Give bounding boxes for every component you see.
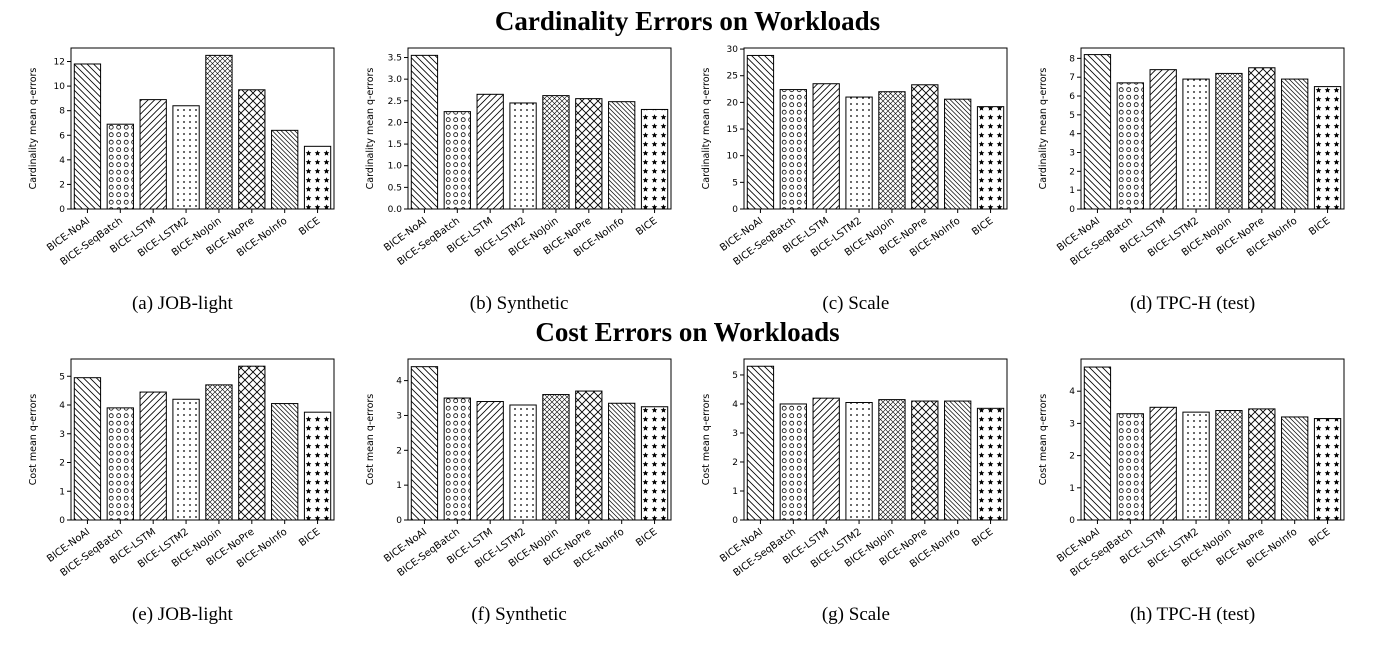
svg-text:6: 6: [59, 131, 65, 141]
svg-text:10: 10: [53, 82, 65, 92]
chart-caption-c: (c) Scale: [822, 293, 890, 314]
svg-text:BICE: BICE: [1307, 527, 1332, 549]
svg-text:0.0: 0.0: [387, 205, 402, 215]
svg-text:7: 7: [1069, 73, 1075, 83]
svg-text:30: 30: [727, 45, 739, 55]
svg-text:BICE: BICE: [634, 527, 659, 549]
svg-text:Cost mean q-errors: Cost mean q-errors: [365, 394, 376, 486]
svg-text:0: 0: [733, 516, 739, 526]
svg-text:Cardinality mean q-errors: Cardinality mean q-errors: [1038, 68, 1049, 190]
svg-text:BICE: BICE: [1307, 216, 1332, 238]
svg-text:2: 2: [396, 446, 402, 456]
svg-text:5: 5: [733, 178, 739, 188]
cost-charts-row: 0 1 2 3 4 5 Cost mean q-errors BICE-NoAI BICE-Se…: [0, 352, 1375, 626]
chart-g-scale: 0 1 2 3 4 5 Cost mean q-errors BICE-NoAI BICE-Se…: [698, 352, 1013, 626]
svg-text:BICE: BICE: [297, 527, 322, 549]
chart-caption-e: (e) JOB-light: [131, 604, 233, 625]
svg-text:3: 3: [1069, 149, 1075, 159]
chart-b-synthetic: 0.0 0.5 1.0 1.5 2.0 2.5 3.0 3.5 Cardinality mean…: [362, 41, 677, 315]
svg-text:1.0: 1.0: [387, 162, 402, 172]
svg-text:Cost mean q-errors: Cost mean q-errors: [1038, 394, 1049, 486]
svg-text:2: 2: [733, 458, 739, 468]
svg-text:0: 0: [1069, 516, 1075, 526]
svg-text:10: 10: [727, 152, 739, 162]
chart-f-synthetic: 0 1 2 3 4 Cost mean q-errors BICE-NoAI BICE-Seq…: [362, 352, 677, 626]
svg-text:2.0: 2.0: [387, 118, 402, 128]
svg-text:2.5: 2.5: [387, 97, 401, 107]
chart-c-scale: 0 5 10 15 20 25 30 Cardinality mean q-errors BIC…: [698, 41, 1013, 315]
bar-chart-cardinality-synthetic: 0.0 0.5 1.0 1.5 2.0 2.5 3.0 3.5 Cardinality mean…: [365, 47, 672, 268]
svg-text:BICE: BICE: [634, 216, 659, 238]
svg-text:0: 0: [59, 516, 65, 526]
chart-h-tpch: 0 1 2 3 4 Cost mean q-errors BICE-NoAI BICE-Seq…: [1035, 352, 1350, 626]
svg-text:4: 4: [396, 377, 402, 387]
svg-text:2: 2: [1069, 167, 1075, 177]
chart-e-job-light: 0 1 2 3 4 5 Cost mean q-errors BICE-NoAI BICE-Se…: [25, 352, 340, 626]
svg-text:8: 8: [59, 107, 65, 117]
chart-caption-f: (f) Synthetic: [471, 604, 567, 625]
chart-caption-h: (h) TPC-H (test): [1130, 604, 1256, 625]
svg-text:4: 4: [1069, 130, 1075, 140]
svg-text:4: 4: [1069, 387, 1075, 397]
svg-text:1: 1: [1069, 484, 1075, 494]
bar-chart-cardinality-scale: 0 5 10 15 20 25 30 Cardinality mean q-errors BIC…: [701, 45, 1008, 268]
svg-text:0: 0: [59, 205, 65, 215]
chart-caption-g: (g) Scale: [821, 604, 890, 625]
svg-text:3: 3: [59, 430, 65, 440]
chart-caption-d: (d) TPC-H (test): [1130, 293, 1256, 314]
svg-text:Cardinality mean q-errors: Cardinality mean q-errors: [28, 68, 39, 190]
section-title-cardinality: Cardinality Errors on Workloads: [494, 6, 881, 36]
cardinality-charts-row: 0 2 4 6 8 10 12 Cardinality mean q-errors BICE-N…: [0, 41, 1375, 315]
svg-text:4: 4: [59, 156, 65, 166]
svg-text:Cost mean q-errors: Cost mean q-errors: [28, 394, 39, 486]
svg-text:Cardinality mean q-errors: Cardinality mean q-errors: [365, 68, 376, 190]
chart-d-tpch: 0 1 2 3 4 5 6 7 8 Cardinality mean q-errors BICE-N…: [1035, 41, 1350, 315]
svg-text:5: 5: [1069, 111, 1075, 121]
svg-text:4: 4: [733, 400, 739, 410]
svg-text:3: 3: [733, 429, 739, 439]
svg-text:1: 1: [396, 481, 402, 491]
svg-text:1: 1: [59, 487, 65, 497]
svg-text:2: 2: [1069, 452, 1075, 462]
svg-text:4: 4: [59, 401, 65, 411]
svg-text:0: 0: [1069, 205, 1075, 215]
svg-text:3.5: 3.5: [387, 54, 401, 64]
svg-text:BICE: BICE: [971, 527, 996, 549]
chart-a-job-light: 0 2 4 6 8 10 12 Cardinality mean q-errors BICE-N…: [25, 41, 340, 315]
svg-text:0: 0: [396, 516, 402, 526]
svg-text:2: 2: [59, 459, 65, 469]
svg-text:15: 15: [727, 125, 738, 135]
svg-text:0.5: 0.5: [387, 183, 401, 193]
svg-text:BICE: BICE: [297, 216, 322, 238]
svg-text:Cardinality mean q-errors: Cardinality mean q-errors: [701, 68, 712, 190]
svg-text:5: 5: [59, 372, 65, 382]
svg-text:8: 8: [1069, 54, 1075, 64]
chart-caption-b: (b) Synthetic: [469, 293, 569, 314]
svg-text:6: 6: [1069, 92, 1075, 102]
svg-text:BICE: BICE: [971, 216, 996, 238]
svg-text:1: 1: [1069, 186, 1075, 196]
svg-text:0: 0: [733, 205, 739, 215]
chart-caption-a: (a) JOB-light: [131, 293, 233, 314]
svg-text:3: 3: [396, 411, 402, 421]
svg-text:20: 20: [727, 98, 739, 108]
svg-text:3.0: 3.0: [387, 75, 402, 85]
svg-text:25: 25: [727, 72, 738, 82]
svg-text:2: 2: [59, 180, 65, 190]
svg-text:1: 1: [733, 487, 739, 497]
svg-text:12: 12: [53, 58, 64, 68]
svg-text:1.5: 1.5: [387, 140, 401, 150]
svg-text:3: 3: [1069, 419, 1075, 429]
section-title-cost: Cost Errors on Workloads: [535, 317, 840, 347]
svg-text:5: 5: [733, 371, 739, 381]
svg-text:Cost mean q-errors: Cost mean q-errors: [701, 394, 712, 486]
